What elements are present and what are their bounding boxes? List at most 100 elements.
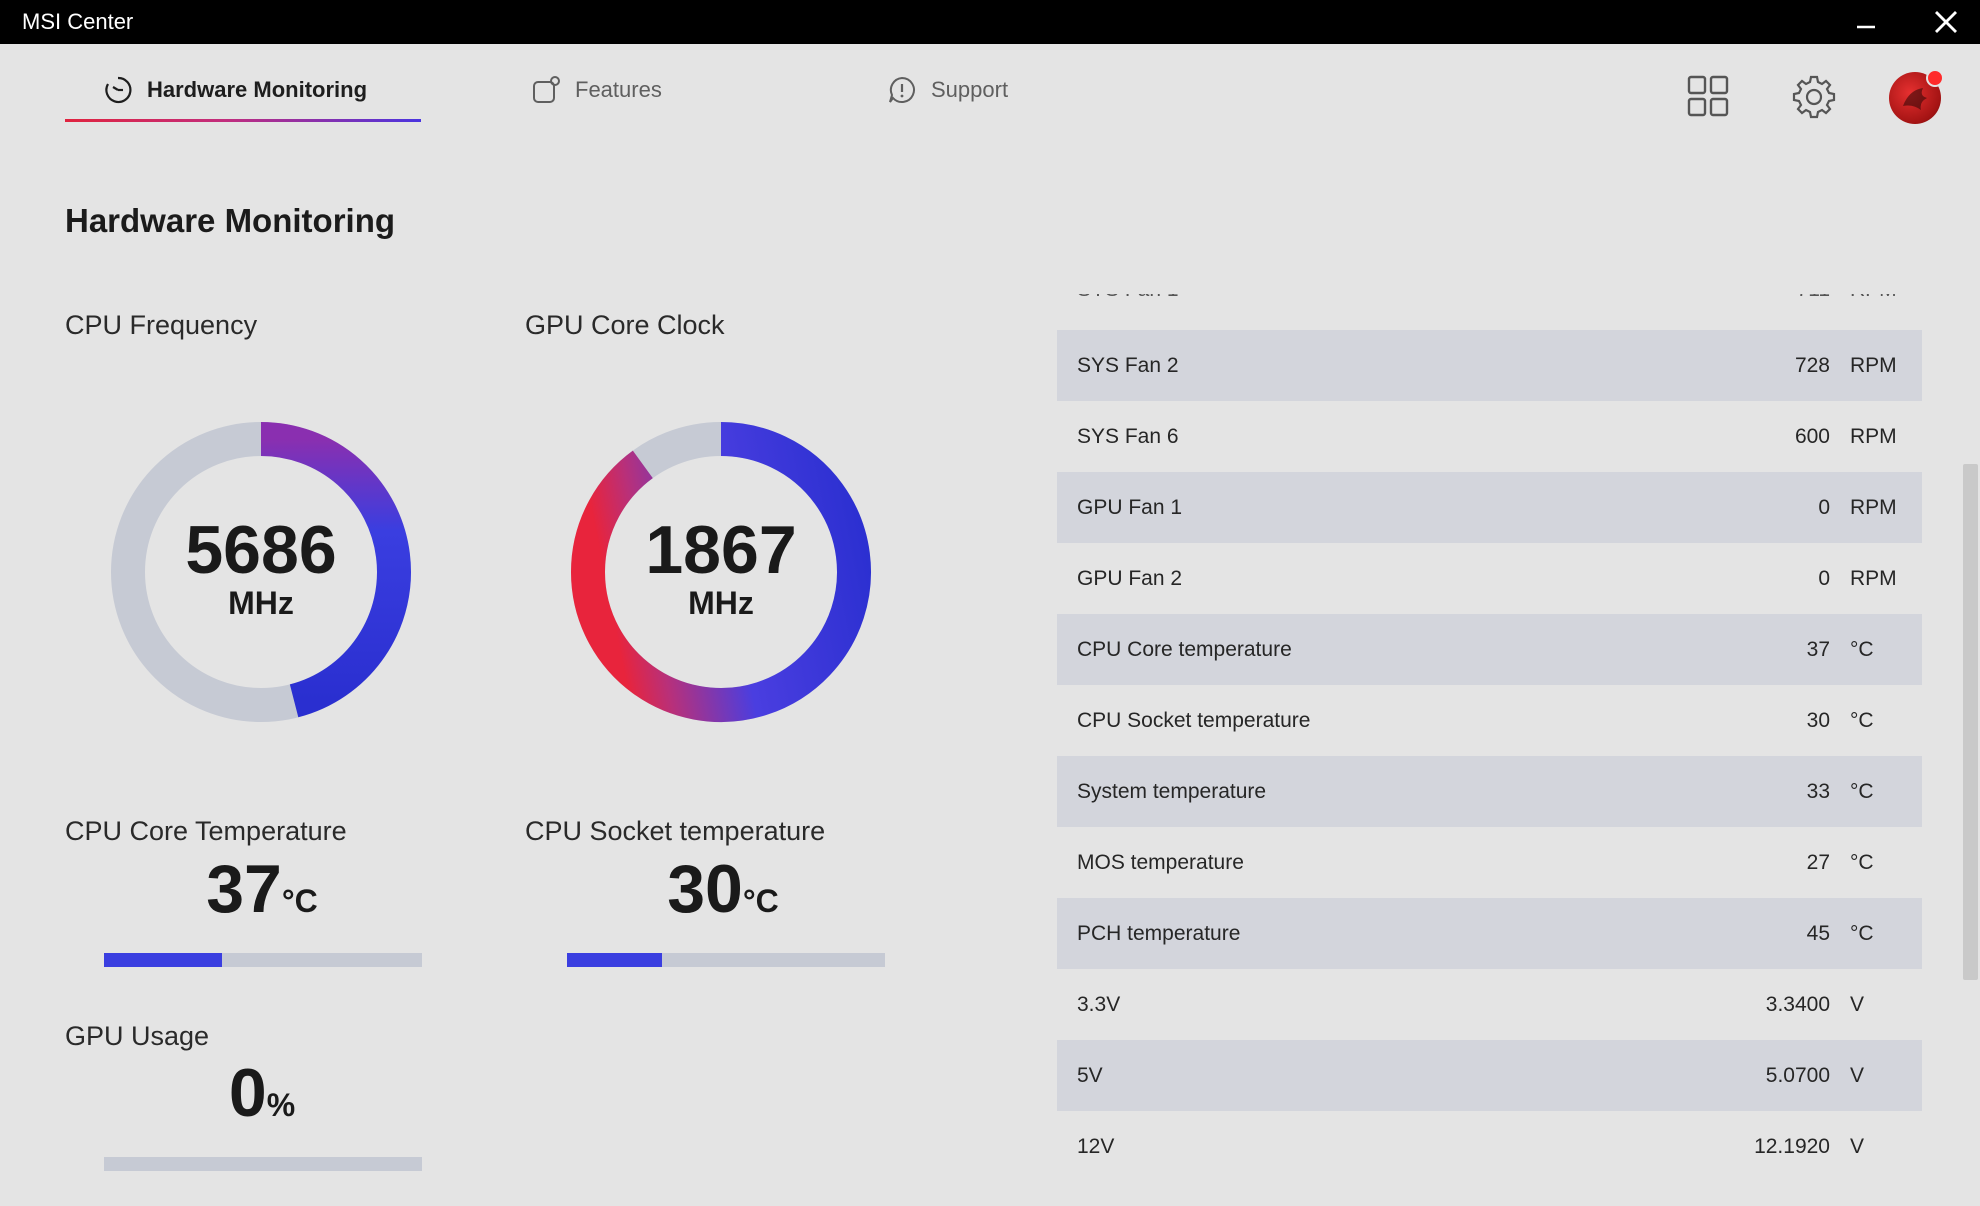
gauge-readout: 1867 MHz: [566, 417, 876, 727]
user-avatar[interactable]: [1889, 72, 1941, 124]
sensor-value: 5.0700: [1765, 1064, 1830, 1087]
tab-hardware-monitoring[interactable]: Hardware Monitoring: [103, 70, 367, 110]
gauge-unit: MHz: [688, 585, 754, 621]
gauge-arc: [571, 422, 871, 722]
sensor-unit: °C: [1850, 709, 1874, 732]
sensor-name: GPU Fan 1: [1077, 496, 1183, 519]
sensor-unit: RPM: [1850, 294, 1897, 308]
sensor-value: 27: [1806, 851, 1830, 874]
tab-support[interactable]: Support: [887, 70, 1008, 110]
cpu-core-temp-value: 37°C: [102, 850, 422, 928]
sensor-row: 12V 12.1920 V: [1057, 1111, 1922, 1182]
gauge-unit: MHz: [228, 585, 294, 621]
sensor-value: 711: [1797, 294, 1830, 308]
sensor-name: SYS Fan 6: [1077, 425, 1179, 448]
main-tabs: Hardware Monitoring Features Support: [3, 44, 1103, 124]
sensor-row: System temperature 33 °C: [1057, 756, 1922, 827]
sensor-value: 45: [1806, 922, 1830, 945]
gauge-ring: [571, 422, 871, 722]
sensor-name: GPU Fan 2: [1077, 567, 1183, 590]
sensor-value: 600: [1794, 425, 1830, 448]
sensor-value: 30: [1806, 709, 1830, 732]
sensor-name: SYS Fan 2: [1077, 354, 1179, 377]
sensor-name: 12V: [1077, 1135, 1115, 1158]
sensor-unit: RPM: [1850, 425, 1897, 448]
sensor-row-partial: SYS Fan 1 711 RPM: [1057, 294, 1922, 330]
gauge-value: 5686: [185, 512, 337, 588]
sensor-value: 0: [1818, 567, 1830, 590]
msi-dragon-icon: [1903, 88, 1927, 110]
sensor-unit: °C: [1850, 922, 1874, 945]
tab-features[interactable]: Features: [531, 70, 662, 110]
sensor-name: MOS temperature: [1077, 851, 1244, 874]
bar-fill: [567, 953, 663, 967]
cpu-core-temp-bar: [104, 953, 422, 967]
support-icon: [889, 76, 915, 103]
sensor-name: CPU Core temperature: [1077, 638, 1292, 661]
sensor-unit: °C: [1850, 851, 1874, 874]
close-button[interactable]: [1916, 0, 1976, 44]
settings-button[interactable]: [1791, 74, 1837, 125]
sensor-row: MOS temperature 27 °C: [1057, 827, 1922, 898]
sensor-row: GPU Fan 1 0 RPM: [1057, 472, 1922, 543]
sensor-row: SYS Fan 2 728 RPM: [1057, 330, 1922, 401]
gauge-readout: 5686 MHz: [106, 417, 416, 727]
app-content: Hardware Monitoring Features Support: [3, 44, 1980, 1206]
tab-label: Hardware Monitoring: [147, 77, 368, 102]
sensor-value: 33: [1806, 780, 1830, 803]
metric-number: 37: [206, 851, 282, 927]
minimize-icon: [1857, 25, 1875, 29]
bar-fill: [104, 953, 222, 967]
apps-grid-button[interactable]: [1686, 74, 1730, 123]
tab-label: Support: [931, 77, 1009, 102]
sensor-name: PCH temperature: [1077, 922, 1241, 945]
sensor-row: CPU Socket temperature 30 °C: [1057, 685, 1922, 756]
sensor-row: 3.3V 3.3400 V: [1057, 969, 1922, 1040]
monitor-gauge-icon: [105, 76, 132, 104]
minimize-button[interactable]: [1836, 0, 1896, 44]
cpu-core-temp-label: CPU Core Temperature: [65, 816, 347, 846]
gpu-usage-bar: [104, 1157, 422, 1171]
sensor-row: CPU Core temperature 37 °C: [1057, 614, 1922, 685]
features-icon: [533, 76, 560, 103]
cpu-frequency-gauge: 5686 MHz: [106, 417, 416, 727]
sensor-value: 37: [1806, 638, 1830, 661]
sensor-unit: RPM: [1850, 354, 1897, 377]
sensor-unit: °C: [1850, 780, 1874, 803]
sensor-unit: RPM: [1850, 567, 1897, 590]
gauge-arc: [260, 422, 411, 718]
notification-dot: [1926, 69, 1944, 87]
gear-icon: [1792, 75, 1836, 119]
metric-unit: °C: [742, 883, 779, 919]
sensor-unit: V: [1850, 1135, 1865, 1158]
sensor-value: 728: [1794, 354, 1830, 377]
sensor-value: 0: [1818, 496, 1830, 519]
cpu-socket-temp-value: 30°C: [563, 850, 883, 928]
sensor-name: SYS Fan 1: [1077, 294, 1179, 308]
sensor-value: 3.3400: [1765, 993, 1830, 1016]
sensor-list-scrollbar[interactable]: [1963, 464, 1978, 980]
tab-label: Features: [575, 77, 662, 102]
sensor-name: 3.3V: [1077, 993, 1121, 1016]
metric-number: 30: [667, 851, 743, 927]
sensor-name: System temperature: [1077, 780, 1267, 803]
sensor-unit: RPM: [1850, 496, 1897, 519]
sensor-unit: V: [1850, 1064, 1865, 1087]
sensor-unit: V: [1850, 993, 1865, 1016]
metric-unit: %: [266, 1087, 296, 1123]
gpu-usage-label: GPU Usage: [65, 1021, 210, 1051]
sensor-row: GPU Fan 2 0 RPM: [1057, 543, 1922, 614]
gpu-core-clock-label: GPU Core Clock: [525, 310, 725, 340]
sensor-row: SYS Fan 6 600 RPM: [1057, 401, 1922, 472]
sensor-name: CPU Socket temperature: [1077, 709, 1311, 732]
metric-number: 0: [228, 1055, 267, 1131]
active-tab-indicator: [65, 119, 421, 122]
cpu-socket-temp-bar: [567, 953, 885, 967]
gauge-ring: [111, 422, 411, 722]
cpu-frequency-label: CPU Frequency: [65, 310, 258, 340]
window-title: MSI Center: [22, 9, 134, 34]
title-bar: MSI Center: [0, 0, 1980, 44]
sensor-value: 12.1920: [1754, 1135, 1830, 1158]
cpu-socket-temp-label: CPU Socket temperature: [525, 816, 826, 846]
